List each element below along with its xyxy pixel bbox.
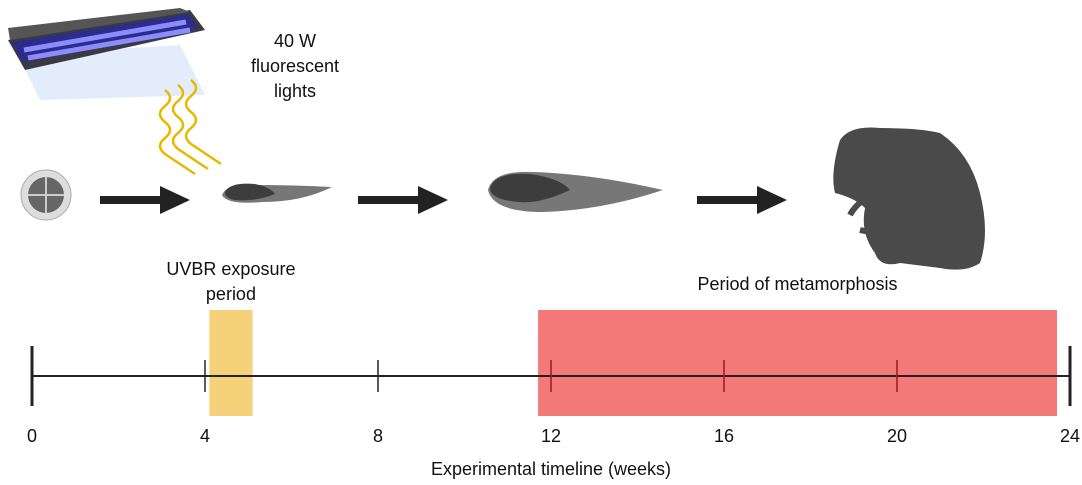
tadpole-large — [488, 171, 663, 212]
egg-icon — [20, 169, 72, 221]
lamp-label-line: lights — [274, 81, 316, 101]
tick-label: 20 — [887, 426, 907, 446]
axis-label: Experimental timeline (weeks) — [431, 459, 671, 479]
periods: UVBR exposure period Period of metamorphos… — [166, 259, 1058, 416]
tick-label: 0 — [27, 426, 37, 446]
tick-label: 12 — [541, 426, 561, 446]
period-label: Period of metamorphosis — [697, 274, 897, 294]
period-label: UVBR exposure — [166, 259, 295, 279]
tick-label: 4 — [200, 426, 210, 446]
lamp-icon — [8, 8, 205, 100]
tadpole-small — [222, 183, 332, 203]
period-band — [209, 310, 253, 416]
tick-label: 8 — [373, 426, 383, 446]
period-label: period — [206, 284, 256, 304]
tick-label: 24 — [1060, 426, 1080, 446]
lamp-label: 40 W fluorescent lights — [251, 31, 339, 101]
period-band — [538, 310, 1058, 416]
tick-label: 16 — [714, 426, 734, 446]
lamp-label-line: fluorescent — [251, 56, 339, 76]
frog-icon — [833, 127, 985, 270]
uv-rays — [158, 79, 222, 176]
timeline-axis: 0 4 8 12 16 20 24 — [27, 346, 1080, 446]
arrows — [100, 186, 787, 214]
lamp-label-line: 40 W — [274, 31, 316, 51]
